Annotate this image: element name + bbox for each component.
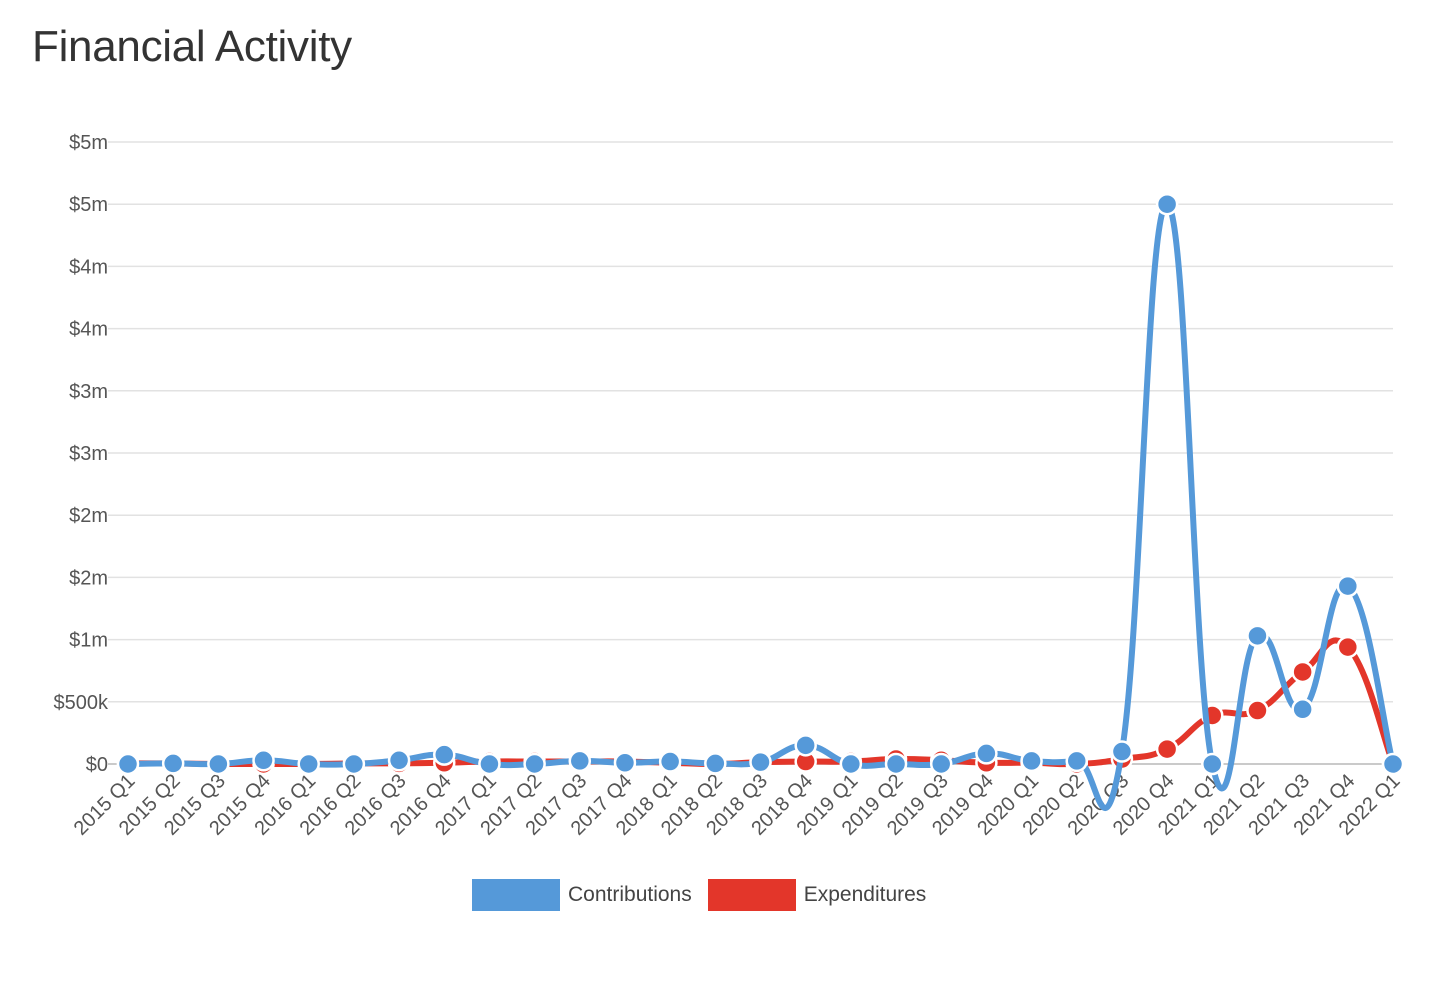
- data-point-contributions[interactable]: [387, 749, 411, 772]
- y-tick-label: $500k: [54, 692, 109, 714]
- legend-item-expenditures[interactable]: Expenditures: [707, 879, 927, 911]
- legend-label-contributions: Contributions: [568, 883, 692, 906]
- data-point-contributions[interactable]: [1336, 574, 1360, 598]
- series-contributions: [116, 192, 1405, 812]
- data-point-contributions[interactable]: [116, 752, 140, 776]
- data-point-contributions[interactable]: [884, 752, 908, 776]
- data-point-contributions[interactable]: [975, 742, 998, 765]
- data-point-contributions[interactable]: [1020, 749, 1043, 773]
- legend-item-contributions[interactable]: Contributions: [472, 879, 692, 911]
- y-tick-label: $5m: [69, 194, 108, 216]
- y-tick-label: $1m: [69, 630, 108, 652]
- data-point-contributions[interactable]: [1110, 740, 1134, 763]
- gridlines: [108, 141, 1393, 765]
- data-point-contributions[interactable]: [613, 751, 637, 775]
- data-point-contributions[interactable]: [1246, 624, 1269, 648]
- y-tick-label: $5m: [69, 132, 108, 154]
- data-point-contributions[interactable]: [1291, 698, 1314, 721]
- data-point-contributions[interactable]: [252, 749, 275, 772]
- legend-swatch-contributions: [472, 879, 560, 911]
- legend-swatch-expenditures: [707, 879, 796, 911]
- data-point-contributions[interactable]: [1381, 752, 1405, 776]
- y-tick-label: $4m: [69, 319, 108, 341]
- data-point-contributions[interactable]: [297, 752, 320, 776]
- data-point-expenditures[interactable]: [1246, 699, 1269, 722]
- data-point-contributions[interactable]: [749, 750, 772, 774]
- data-point-contributions[interactable]: [161, 752, 185, 775]
- y-tick-label: $2m: [69, 505, 108, 527]
- y-axis-ticks: $0 $500k $1m $2m $2m $3m $3m $4m $4m $5m $5m: [54, 132, 109, 776]
- data-point-contributions[interactable]: [478, 752, 501, 776]
- data-point-contributions[interactable]: [568, 749, 592, 773]
- data-point-contributions[interactable]: [1065, 749, 1088, 773]
- y-tick-label: $3m: [69, 381, 108, 403]
- data-point-contributions[interactable]: [433, 743, 456, 766]
- y-tick-label: $3m: [69, 443, 108, 465]
- data-point-contributions[interactable]: [929, 752, 953, 776]
- data-point-contributions[interactable]: [839, 752, 863, 776]
- data-point-contributions[interactable]: [1155, 192, 1179, 216]
- data-point-contributions[interactable]: [1201, 752, 1224, 776]
- data-point-contributions[interactable]: [342, 752, 366, 776]
- legend-label-expenditures: Expenditures: [803, 883, 927, 906]
- data-point-contributions[interactable]: [794, 734, 817, 757]
- series-line-contributions: [125, 201, 1396, 812]
- data-point-contributions[interactable]: [658, 750, 682, 773]
- chart-title: Financial Activity: [32, 22, 352, 71]
- y-tick-label: $2m: [69, 567, 108, 589]
- y-tick-label: $4m: [69, 256, 108, 278]
- data-point-contributions[interactable]: [207, 752, 230, 776]
- y-tick-label: $0: [86, 754, 108, 776]
- legend: Contributions Expenditures: [472, 879, 942, 911]
- series-layer: [116, 192, 1405, 812]
- data-point-expenditures[interactable]: [1155, 737, 1179, 761]
- data-point-contributions[interactable]: [523, 752, 546, 776]
- data-point-expenditures[interactable]: [1291, 660, 1314, 684]
- data-point-expenditures[interactable]: [1336, 635, 1360, 659]
- data-point-contributions[interactable]: [704, 752, 727, 775]
